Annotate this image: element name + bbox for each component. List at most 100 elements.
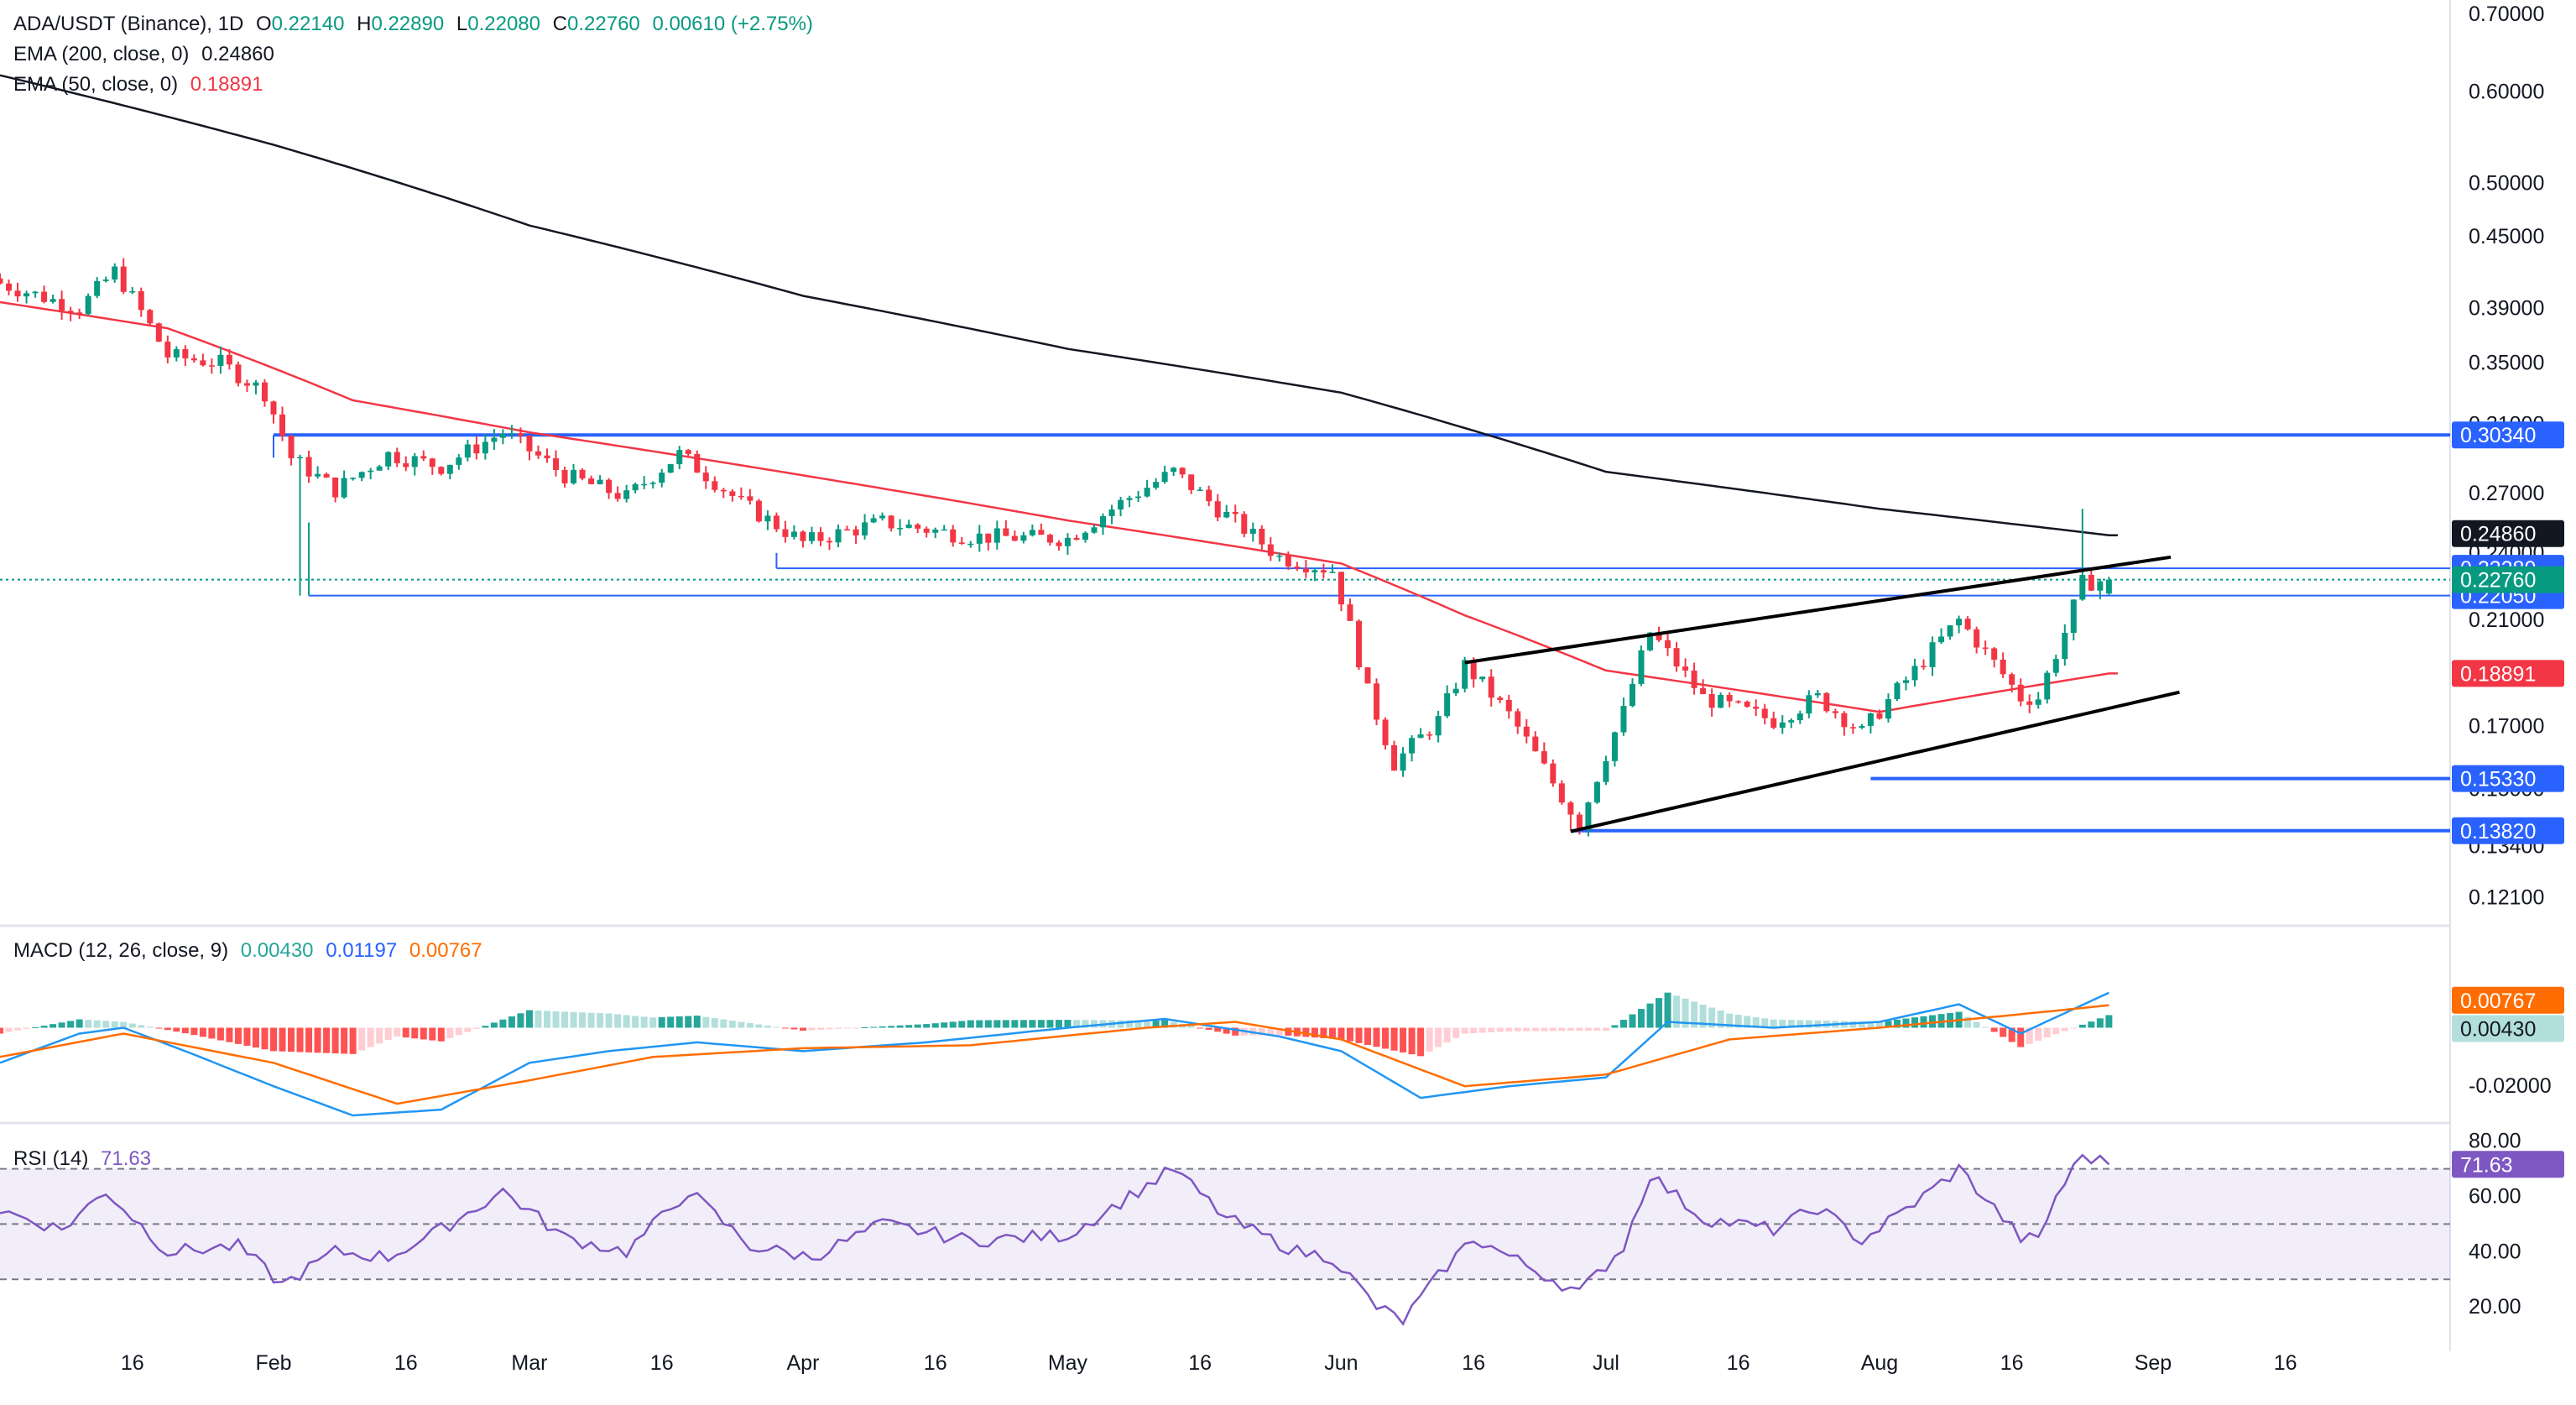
candle[interactable]: [879, 512, 886, 521]
candle[interactable]: [279, 406, 286, 441]
macd-histogram-bar[interactable]: [879, 1026, 886, 1028]
macd-histogram-bar[interactable]: [941, 1022, 948, 1028]
candle[interactable]: [553, 450, 560, 477]
candle[interactable]: [1505, 694, 1512, 719]
macd-histogram-bar[interactable]: [2000, 1027, 2007, 1037]
candle[interactable]: [1523, 718, 1530, 744]
candle[interactable]: [1400, 747, 1406, 777]
candle[interactable]: [2000, 652, 2006, 678]
candle[interactable]: [261, 379, 268, 407]
macd-histogram-bar[interactable]: [1197, 1027, 1204, 1029]
macd-histogram-bar[interactable]: [437, 1027, 445, 1042]
macd-histogram-bar[interactable]: [429, 1027, 436, 1041]
macd-histogram-bar[interactable]: [649, 1017, 657, 1028]
macd-histogram-bar[interactable]: [1770, 1019, 1777, 1028]
macd-histogram-bar[interactable]: [1205, 1027, 1212, 1030]
macd-histogram-bar[interactable]: [181, 1027, 189, 1034]
macd-histogram-bar[interactable]: [173, 1027, 180, 1032]
candle[interactable]: [438, 466, 445, 476]
macd-histogram-bar[interactable]: [826, 1027, 833, 1030]
macd-histogram-bar[interactable]: [349, 1027, 357, 1054]
macd-histogram-bar[interactable]: [923, 1024, 931, 1028]
candle[interactable]: [915, 523, 921, 534]
macd-histogram-bar[interactable]: [76, 1019, 83, 1028]
candle[interactable]: [1550, 759, 1557, 787]
macd-histogram-bar[interactable]: [746, 1023, 754, 1028]
candle[interactable]: [1885, 693, 1891, 723]
candle[interactable]: [385, 451, 392, 471]
candle[interactable]: [1806, 690, 1812, 718]
candle[interactable]: [217, 346, 224, 374]
macd-histogram-bar[interactable]: [1523, 1027, 1530, 1032]
macd-histogram-bar[interactable]: [1787, 1020, 1795, 1028]
candle[interactable]: [85, 293, 91, 316]
macd-histogram-bar[interactable]: [402, 1027, 409, 1038]
candle[interactable]: [800, 530, 806, 548]
candle[interactable]: [1276, 552, 1283, 562]
candle[interactable]: [332, 477, 339, 503]
candle[interactable]: [1435, 710, 1442, 743]
macd-line[interactable]: [0, 991, 2109, 1117]
macd-histogram-bar[interactable]: [1619, 1020, 1627, 1028]
candle[interactable]: [1947, 624, 1953, 640]
candle[interactable]: [1585, 802, 1592, 837]
ema200-line[interactable]: [0, 74, 2118, 536]
macd-histogram-bar[interactable]: [517, 1013, 524, 1028]
candle[interactable]: [1197, 487, 1203, 491]
macd-histogram-bar[interactable]: [1885, 1021, 1892, 1028]
macd-histogram-bar[interactable]: [0, 1027, 3, 1034]
candle[interactable]: [676, 446, 683, 470]
macd-signal-line[interactable]: [0, 1004, 2109, 1105]
candle[interactable]: [1567, 801, 1574, 831]
candle[interactable]: [1118, 496, 1124, 517]
macd-histogram-bar[interactable]: [1275, 1027, 1283, 1036]
macd-histogram-bar[interactable]: [1964, 1016, 1972, 1028]
candle[interactable]: [1603, 755, 1609, 786]
candle[interactable]: [59, 290, 65, 320]
macd-histogram-bar[interactable]: [2043, 1027, 2051, 1038]
candle[interactable]: [659, 468, 665, 488]
macd-histogram-bar[interactable]: [394, 1027, 401, 1037]
candle[interactable]: [571, 463, 577, 485]
macd-histogram-bar[interactable]: [2052, 1027, 2060, 1035]
macd-histogram-bar[interactable]: [561, 1011, 569, 1028]
candle[interactable]: [94, 277, 101, 299]
macd-histogram-bar[interactable]: [1400, 1027, 1407, 1052]
macd-histogram-bar[interactable]: [1461, 1027, 1468, 1034]
macd-histogram-bar[interactable]: [58, 1022, 65, 1028]
macd-histogram-bar[interactable]: [2035, 1027, 2042, 1041]
candle[interactable]: [1249, 522, 1256, 542]
candle[interactable]: [1267, 537, 1274, 561]
candle[interactable]: [1921, 659, 1927, 670]
candle[interactable]: [305, 450, 312, 483]
macd-histogram-bar[interactable]: [579, 1012, 587, 1028]
candle[interactable]: [1823, 692, 1830, 713]
candle[interactable]: [941, 525, 947, 531]
candle[interactable]: [702, 466, 709, 489]
macd-histogram-bar[interactable]: [279, 1027, 286, 1052]
macd-histogram-bar[interactable]: [1029, 1020, 1036, 1028]
candle[interactable]: [429, 457, 435, 475]
macd-histogram-bar[interactable]: [1478, 1027, 1486, 1033]
candle[interactable]: [2079, 509, 2086, 601]
candle[interactable]: [870, 514, 877, 524]
macd-histogram-bar[interactable]: [1611, 1025, 1619, 1028]
macd-histogram-bar[interactable]: [208, 1027, 216, 1039]
candle[interactable]: [888, 514, 894, 532]
macd-histogram-bar[interactable]: [243, 1027, 251, 1046]
candle[interactable]: [208, 358, 215, 374]
candle[interactable]: [1409, 734, 1416, 762]
candle[interactable]: [623, 484, 630, 503]
candle[interactable]: [491, 429, 498, 451]
candle[interactable]: [1135, 490, 1142, 503]
macd-histogram-bar[interactable]: [1664, 992, 1671, 1028]
candle[interactable]: [1426, 731, 1433, 740]
candle[interactable]: [182, 345, 189, 367]
macd-histogram-bar[interactable]: [331, 1027, 339, 1054]
macd-histogram-bar[interactable]: [720, 1019, 727, 1028]
macd-histogram-bar[interactable]: [1223, 1027, 1230, 1034]
macd-histogram-bar[interactable]: [764, 1026, 771, 1028]
macd-legend[interactable]: MACD (12, 26, close, 9) 0.00430 0.01197 …: [13, 937, 489, 965]
macd-histogram-bar[interactable]: [632, 1016, 639, 1028]
macd-histogram-bar[interactable]: [1699, 1004, 1707, 1028]
